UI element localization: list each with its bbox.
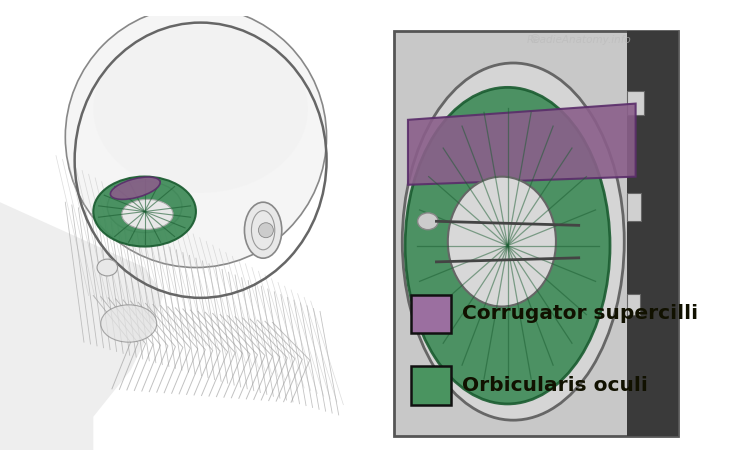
Polygon shape: [0, 202, 163, 451]
Ellipse shape: [65, 6, 326, 267]
Ellipse shape: [101, 305, 157, 342]
Bar: [412, 295, 451, 333]
Ellipse shape: [417, 213, 438, 230]
Ellipse shape: [107, 181, 182, 233]
Bar: [627, 91, 644, 115]
Text: ©: ©: [528, 33, 541, 46]
Ellipse shape: [97, 259, 118, 276]
Ellipse shape: [122, 199, 173, 229]
Text: ReadieAnatomy.info: ReadieAnatomy.info: [527, 34, 632, 45]
Text: Corrugator supercilli: Corrugator supercilli: [462, 304, 698, 323]
Ellipse shape: [245, 202, 282, 258]
Ellipse shape: [110, 177, 160, 199]
Text: Orbicularis oculi: Orbicularis oculi: [462, 376, 648, 395]
Ellipse shape: [448, 177, 556, 307]
Polygon shape: [408, 103, 636, 185]
Bar: [394, 31, 678, 436]
Bar: [412, 366, 451, 405]
Bar: [627, 193, 641, 221]
Bar: [627, 31, 678, 436]
Ellipse shape: [405, 87, 610, 404]
Bar: [627, 295, 640, 315]
Circle shape: [259, 223, 273, 238]
Ellipse shape: [93, 25, 308, 193]
Ellipse shape: [402, 63, 624, 420]
Ellipse shape: [93, 177, 196, 247]
